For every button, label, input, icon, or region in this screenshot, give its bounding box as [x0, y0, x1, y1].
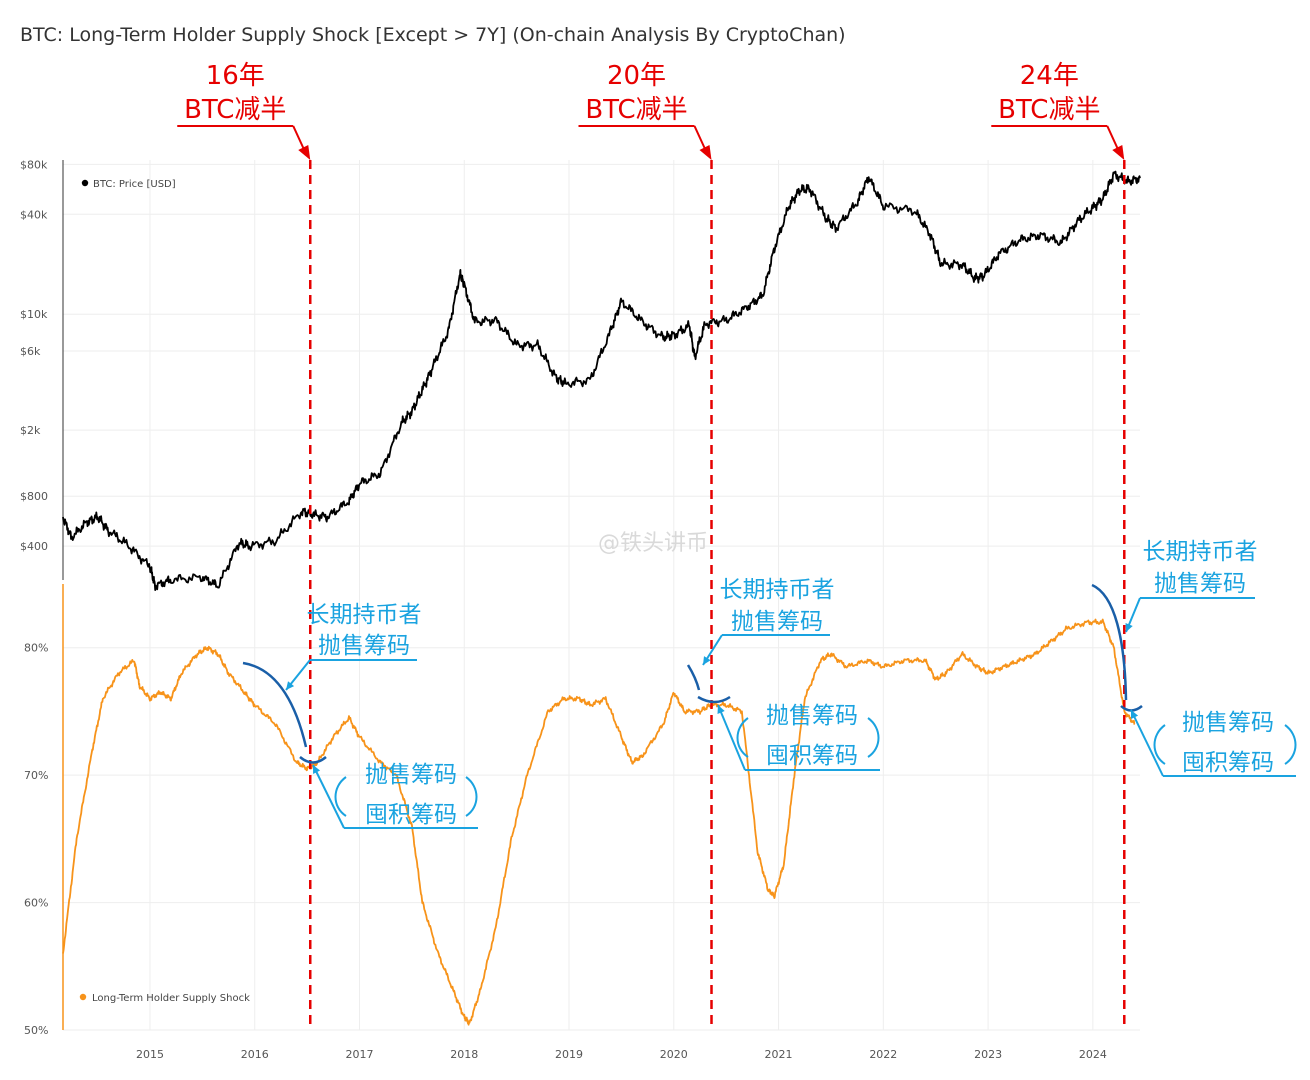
switch-arrow-2024	[1130, 709, 1164, 777]
series-layer	[62, 170, 1141, 1026]
loop-2024-right	[1284, 724, 1297, 765]
annotation-line-2: 囤积筹码	[365, 802, 457, 828]
legend-label-supply: Long-Term Holder Supply Shock	[92, 993, 250, 1004]
sell-arrow-2020-head	[703, 656, 711, 665]
price-y-tick-label: $6k	[20, 345, 41, 358]
supply-y-tick-label: 50%	[24, 1024, 48, 1037]
btc-price-line	[62, 170, 1141, 591]
halving-pointer	[292, 125, 306, 151]
annotation-line-2: 抛售筹码	[1154, 571, 1246, 597]
x-tick-label: 2017	[345, 1048, 373, 1061]
halving-label: BTC减半	[998, 95, 1100, 125]
halving-pointer	[1106, 125, 1120, 151]
x-tick-label: 2020	[660, 1048, 688, 1061]
x-tick-label: 2019	[555, 1048, 583, 1061]
price-y-tick-label: $800	[20, 490, 48, 503]
price-y-tick-label: $400	[20, 540, 48, 553]
switch-arrow-2020	[717, 704, 746, 771]
legend-label-price: BTC: Price [USD]	[93, 179, 176, 190]
sell-arrow-2024-head	[1125, 623, 1133, 632]
switch-arrow-2016	[312, 764, 345, 829]
price-y-tick-label: $40k	[20, 208, 48, 221]
loop-2020-left	[736, 717, 749, 758]
annotation-line-2: 囤积筹码	[766, 743, 858, 769]
supply-y-tick-label: 70%	[24, 769, 48, 782]
legend-marker-supply	[79, 993, 87, 1001]
price-y-tick-label: $80k	[20, 158, 48, 171]
turn-curve-2016	[299, 756, 327, 764]
watermark: @铁头讲币	[598, 531, 708, 556]
halving-year-label: 20年	[607, 61, 666, 91]
loop-2016-right	[465, 776, 478, 817]
halving-pointer-head	[298, 145, 311, 160]
halving-pointer	[693, 125, 707, 151]
supply-shock-line	[62, 618, 1136, 1026]
x-tick-label: 2024	[1079, 1048, 1107, 1061]
x-tick-label: 2022	[869, 1048, 897, 1061]
annotation-line-2: 囤积筹码	[1182, 750, 1274, 776]
annotation-line-1: 长期持币者	[1143, 539, 1258, 565]
halving-year-label: 16年	[206, 61, 265, 91]
chart-title: BTC: Long-Term Holder Supply Shock [Exce…	[20, 24, 846, 46]
axes: $80k $40k $10k $6k $2k $800 $400 80% 70% 60% 50% 20…	[20, 158, 1107, 1061]
supply-y-tick-label: 80%	[24, 642, 48, 655]
legends: BTC: Price [USD] Long-Term Holder Supply …	[79, 179, 250, 1004]
annotation-line-1: 抛售筹码	[365, 762, 457, 788]
x-tick-label: 2016	[241, 1048, 269, 1061]
annotation-line-1: 长期持币者	[307, 602, 422, 628]
loop-2016-left	[334, 776, 347, 817]
halving-label: BTC减半	[585, 95, 687, 125]
annotations: 长期持币者抛售筹码抛售筹码囤积筹码长期持币者抛售筹码抛售筹码囤积筹码长期持币者抛…	[242, 539, 1297, 829]
annotation-line-1: 抛售筹码	[1182, 710, 1274, 736]
halving-pointer-head	[699, 145, 712, 160]
annotation-line-2: 抛售筹码	[731, 609, 823, 635]
legend-marker-price	[81, 179, 89, 187]
halving-markers: 16年 BTC减半 20年 BTC减半 24年 BTC减半	[177, 61, 1126, 1030]
price-y-tick-label: $10k	[20, 308, 48, 321]
sell-curve-2016	[242, 661, 308, 748]
annotation-line-1: 长期持币者	[720, 577, 835, 603]
x-tick-label: 2018	[450, 1048, 478, 1061]
switch-arrow-2020-head	[717, 705, 725, 714]
sell-arrow-2016-head	[286, 681, 295, 690]
sell-curve-2020	[686, 664, 701, 691]
annotation-line-1: 抛售筹码	[766, 703, 858, 729]
switch-arrow-2024-head	[1131, 710, 1139, 719]
sell-curve-2024	[1091, 583, 1128, 701]
x-tick-label: 2023	[974, 1048, 1002, 1061]
supply-y-tick-label: 60%	[24, 897, 48, 910]
halving-year-label: 24年	[1020, 61, 1079, 91]
switch-arrow-2016-head	[313, 765, 321, 774]
x-tick-label: 2015	[136, 1048, 164, 1061]
halving-label: BTC减半	[184, 95, 286, 125]
x-tick-label: 2021	[765, 1048, 793, 1061]
turn-curve-2020	[697, 695, 731, 704]
annotation-line-2: 抛售筹码	[318, 633, 410, 659]
loop-2024-left	[1153, 724, 1166, 765]
grid-lines	[63, 160, 1140, 1031]
halving-pointer-head	[1112, 145, 1125, 160]
price-y-tick-label: $2k	[20, 424, 41, 437]
loop-2020-right	[867, 717, 880, 758]
